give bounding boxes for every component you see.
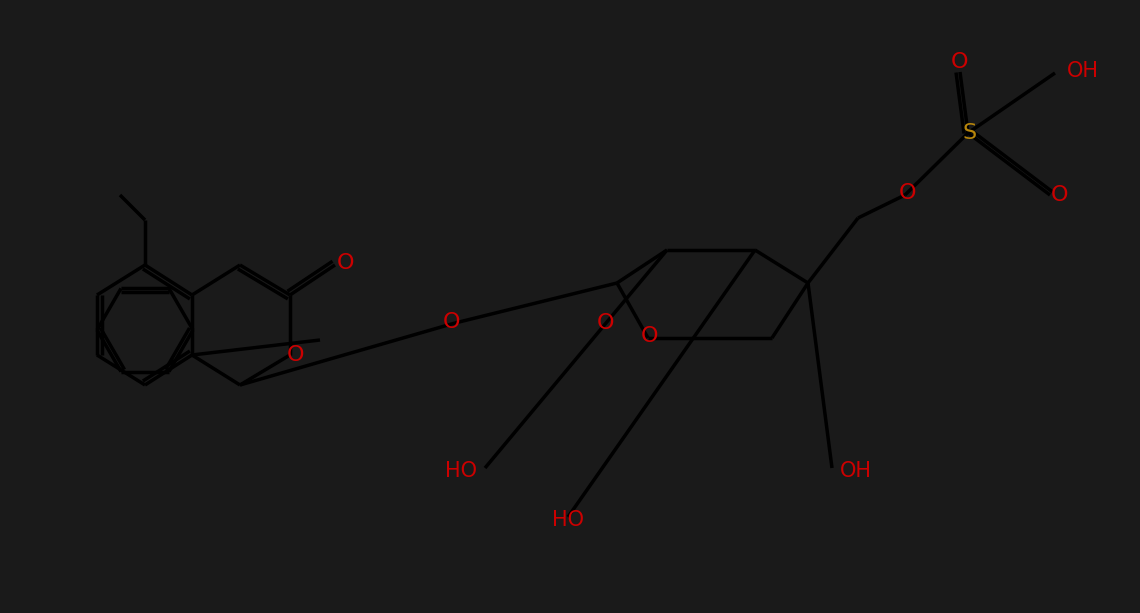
Text: O: O [336,253,353,273]
Text: O: O [641,326,659,346]
Text: O: O [951,52,969,72]
Text: HO: HO [552,510,584,530]
Text: OH: OH [1067,61,1099,81]
Text: O: O [898,183,915,203]
Text: O: O [287,345,304,365]
Text: S: S [963,123,977,143]
Text: O: O [596,313,613,333]
Text: O: O [442,312,459,332]
Text: OH: OH [840,461,872,481]
Text: HO: HO [445,461,477,481]
Text: O: O [1051,185,1069,205]
